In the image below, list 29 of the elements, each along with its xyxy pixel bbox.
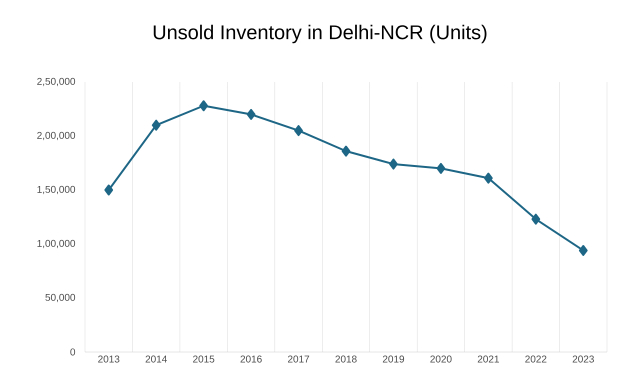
x-tick-label: 2021 [478,356,499,363]
point [484,172,493,184]
x-tick-label: 2020 [430,356,452,363]
point [246,108,256,120]
x-tick-label: 2023 [572,356,594,363]
point [531,214,540,225]
y-tick-label: 1,50,000 [37,186,76,194]
point [294,125,303,136]
x-tick-label: 2014 [146,356,167,363]
y-tick-label: 2,00,000 [37,132,76,140]
y-tick-label: 0 [70,348,76,356]
y-tick-label: 2,50,000 [37,78,76,86]
point [436,162,446,174]
y-tick-label: 50,000 [45,294,76,302]
point [389,158,398,170]
x-tick-label: 2022 [525,356,546,363]
x-tick-label: 2015 [193,356,214,363]
x-tick-label: 2019 [382,356,404,363]
point [104,184,114,196]
point [342,146,350,157]
point [578,244,588,256]
x-tick-label: 2017 [288,356,310,363]
x-tick-label: 2018 [335,356,357,363]
chart-title: Unsold Inventory in Delhi-NCR (Units) [154,24,486,44]
y-tick-label: 1,00,000 [37,240,76,248]
point [152,120,161,131]
x-tick-label: 2016 [240,356,262,363]
x-tick-label: 2013 [98,356,120,363]
point [199,100,208,112]
